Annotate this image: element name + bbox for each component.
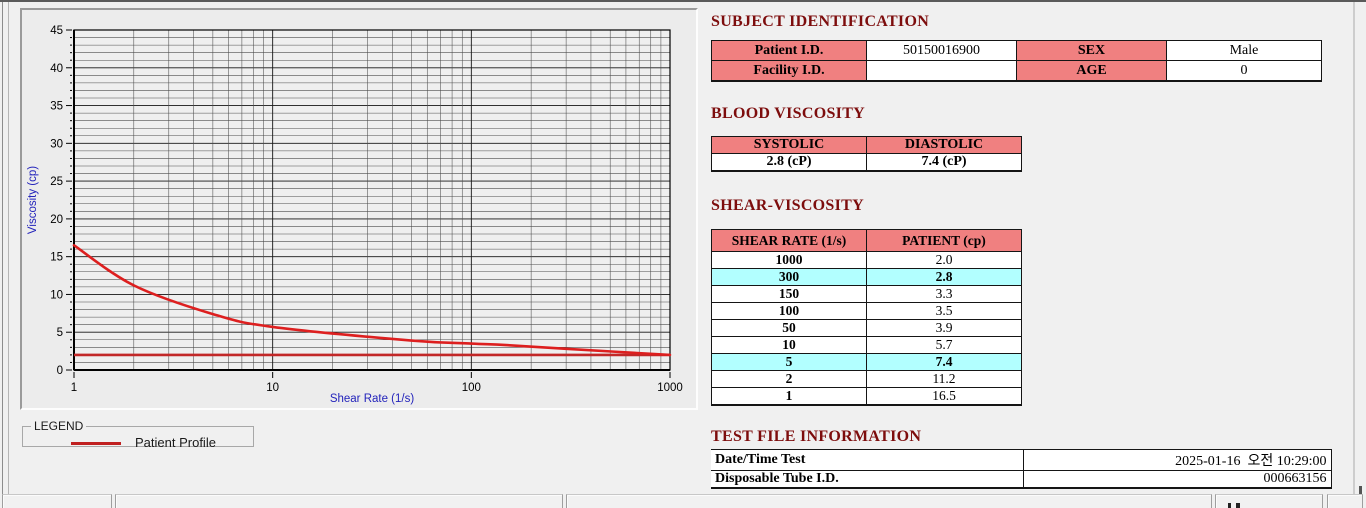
shear-rate-cell: 1	[711, 387, 867, 406]
svg-text:100: 100	[462, 382, 481, 394]
age-value: 0	[1166, 60, 1322, 82]
svg-text:0: 0	[57, 365, 63, 377]
section-title-blood-viscosity: BLOOD VISCOSITY	[711, 105, 866, 122]
age-label: AGE	[1016, 60, 1167, 82]
clipped-button-text	[1228, 503, 1240, 508]
section-title-test-file-information: TEST FILE INFORMATION	[711, 428, 922, 445]
patient-profile-line-sample	[71, 442, 121, 445]
systolic-value: 2.8 (cP)	[711, 153, 867, 172]
blood-viscosity-table: SYSTOLIC DIASTOLIC 2.8 (cP) 7.4 (cP)	[711, 136, 1022, 172]
patient-value-cell: 2.0	[866, 251, 1022, 269]
patient-cp-header: PATIENT (cp)	[866, 229, 1022, 252]
patient-value-cell: 3.5	[866, 302, 1022, 320]
facility-id-value	[866, 60, 1017, 82]
patient-value-cell: 3.3	[866, 285, 1022, 303]
test-file-information-table: Date/Time Test 2025-01-16 오전 10:29:00 Di…	[711, 449, 1332, 489]
table-row: 2 11.2	[711, 370, 1022, 388]
table-row: Patient I.D. 50150016900 SEX Male	[711, 40, 1322, 61]
window-right-edge-mark	[1359, 486, 1362, 497]
facility-id-label: Facility I.D.	[711, 60, 867, 82]
bottom-button-2[interactable]	[115, 494, 563, 508]
table-row: 100 3.5	[711, 302, 1022, 320]
svg-text:1: 1	[71, 382, 77, 394]
date-time-test-label: Date/Time Test	[711, 449, 1024, 471]
window-left-border-inner	[8, 2, 9, 508]
patient-value-cell: 11.2	[866, 370, 1022, 388]
patient-profile-curve	[72, 244, 672, 357]
section-title-subject-identification: SUBJECT IDENTIFICATION	[711, 13, 930, 30]
disposable-tube-id-value: 000663156	[1023, 470, 1332, 489]
legend-box: LEGEND Patient Profile	[22, 419, 254, 450]
patient-id-label: Patient I.D.	[711, 40, 867, 61]
y-axis-labels: 0 5 10 15 20 25 30 35 40 45	[50, 25, 72, 377]
table-row: 10 5.7	[711, 336, 1022, 354]
shear-rate-cell: 1000	[711, 251, 867, 269]
table-row: Date/Time Test 2025-01-16 오전 10:29:00	[711, 449, 1332, 471]
table-row: Disposable Tube I.D. 000663156	[711, 470, 1332, 489]
patient-value-cell: 2.8	[866, 268, 1022, 286]
x-axis-title: Shear Rate (1/s)	[330, 393, 415, 405]
table-row: 150 3.3	[711, 285, 1022, 303]
chart-grid	[73, 29, 671, 371]
patient-value-cell: 3.9	[866, 319, 1022, 337]
shear-viscosity-table: SHEAR RATE (1/s) PATIENT (cp) 1000 2.0 30…	[711, 229, 1022, 406]
svg-text:35: 35	[50, 101, 63, 113]
sex-label: SEX	[1016, 40, 1167, 61]
disposable-tube-id-label: Disposable Tube I.D.	[711, 470, 1024, 489]
bottom-button-5[interactable]	[1327, 494, 1363, 508]
svg-text:5: 5	[57, 327, 63, 339]
table-row: SYSTOLIC DIASTOLIC	[711, 136, 1022, 154]
svg-text:25: 25	[50, 176, 63, 188]
window-right-border	[1353, 2, 1355, 502]
patient-id-value: 50150016900	[866, 40, 1017, 61]
table-row: 2.8 (cP) 7.4 (cP)	[711, 153, 1022, 172]
window-left-border	[2, 2, 3, 508]
viscosity-chart-panel: 0 5 10 15 20 25 30 35 40 45 1 10 100 1000 Viscosity (c…	[20, 8, 698, 410]
patient-value-cell: 7.4	[866, 353, 1022, 371]
shear-rate-cell: 50	[711, 319, 867, 337]
shear-rate-cell: 150	[711, 285, 867, 303]
svg-text:15: 15	[50, 252, 63, 264]
svg-text:45: 45	[50, 25, 63, 37]
systolic-header: SYSTOLIC	[711, 136, 867, 154]
bottom-button-4[interactable]	[1215, 494, 1323, 508]
table-row: 1 16.5	[711, 387, 1022, 406]
table-row: Facility I.D. AGE 0	[711, 60, 1322, 82]
patient-value-cell: 16.5	[866, 387, 1022, 406]
bottom-button-1[interactable]	[2, 494, 112, 508]
svg-text:30: 30	[50, 138, 63, 150]
subject-identification-table: Patient I.D. 50150016900 SEX Male Facili…	[711, 40, 1322, 82]
table-row: 50 3.9	[711, 319, 1022, 337]
date-time-test-value: 2025-01-16 오전 10:29:00	[1023, 449, 1332, 471]
shear-rate-cell: 5	[711, 353, 867, 371]
table-row: 1000 2.0	[711, 251, 1022, 269]
legend-entry-label: Patient Profile	[135, 435, 216, 450]
svg-text:10: 10	[50, 289, 63, 301]
window-top-border	[0, 0, 1366, 2]
diastolic-value: 7.4 (cP)	[866, 153, 1022, 172]
shear-rate-cell: 2	[711, 370, 867, 388]
sex-value: Male	[1166, 40, 1322, 61]
x-axis-labels: 1 10 100 1000	[71, 372, 683, 394]
shear-viscosity-chart: 0 5 10 15 20 25 30 35 40 45 1 10 100 1000 Viscosity (c…	[27, 25, 683, 405]
y-axis-title: Viscosity (cp)	[27, 166, 39, 234]
shear-rate-cell: 100	[711, 302, 867, 320]
shear-rate-header: SHEAR RATE (1/s)	[711, 229, 867, 252]
table-header-row: SHEAR RATE (1/s) PATIENT (cp)	[711, 229, 1022, 252]
shear-rate-cell: 10	[711, 336, 867, 354]
table-row: 5 7.4	[711, 353, 1022, 371]
svg-text:40: 40	[50, 63, 63, 75]
bottom-button-3[interactable]	[566, 494, 1212, 508]
svg-text:10: 10	[266, 382, 279, 394]
svg-text:1000: 1000	[657, 382, 683, 394]
shear-rate-cell: 300	[711, 268, 867, 286]
patient-value-cell: 5.7	[866, 336, 1022, 354]
diastolic-header: DIASTOLIC	[866, 136, 1022, 154]
legend-title: LEGEND	[34, 419, 84, 433]
section-title-shear-viscosity: SHEAR-VISCOSITY	[711, 197, 864, 214]
svg-text:20: 20	[50, 214, 63, 226]
table-row: 300 2.8	[711, 268, 1022, 286]
